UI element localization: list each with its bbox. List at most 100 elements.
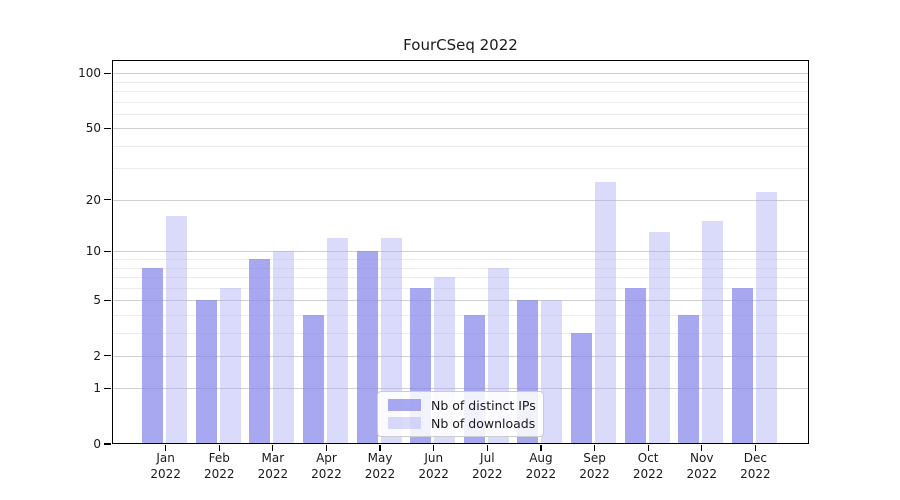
gridline-minor	[112, 113, 809, 115]
x-tick-month: Dec	[743, 451, 767, 465]
y-tick-mark	[104, 387, 111, 389]
x-tick-mark	[433, 445, 435, 451]
legend: Nb of distinct IPs Nb of downloads	[377, 391, 544, 437]
bar-distinct-ips	[356, 251, 378, 444]
y-tick-mark	[104, 127, 111, 129]
x-tick-label: Aug 2022	[509, 451, 573, 482]
x-tick-label: Jan 2022	[134, 451, 198, 482]
x-tick-month: Jul	[480, 451, 495, 465]
x-tick-mark	[540, 445, 542, 451]
x-tick-mark	[486, 445, 488, 451]
x-tick-mark	[593, 445, 596, 451]
gridline-minor	[112, 101, 809, 103]
x-tick-mark	[701, 445, 703, 451]
y-tick-label: 100	[78, 66, 101, 81]
gridline-minor	[112, 168, 809, 170]
y-tick-label: 20	[85, 192, 101, 207]
gridline-minor	[112, 267, 809, 269]
gridline-minor	[112, 314, 809, 316]
x-tick-month: Nov	[690, 451, 714, 465]
y-tick-mark	[104, 299, 111, 301]
x-tick-label: Jun 2022	[402, 451, 466, 482]
x-tick-label: Mar 2022	[241, 451, 305, 482]
x-tick-month: Sep	[583, 451, 606, 465]
x-tick-month: Oct	[637, 451, 659, 465]
y-tick-label: 5	[93, 293, 101, 308]
x-tick-mark	[647, 445, 649, 451]
bar-distinct-ips	[678, 314, 700, 444]
x-tick-year: 2022	[257, 466, 289, 481]
gridline-minor	[112, 259, 809, 261]
x-tick-month: Apr	[316, 451, 337, 465]
gridline-major	[112, 300, 809, 302]
x-tick-mark	[754, 445, 756, 451]
x-tick-year: 2022	[632, 466, 664, 481]
x-tick-year: 2022	[579, 466, 610, 481]
y-tick-label: 1	[93, 381, 101, 396]
y-tick-mark	[104, 198, 111, 201]
legend-swatch-distinct-ips	[388, 399, 421, 411]
y-tick-label: 2	[93, 348, 101, 363]
bar-downloads	[702, 221, 724, 444]
gridline-minor	[112, 145, 809, 147]
x-tick-month: Jan	[156, 451, 175, 465]
x-tick-month: Jun	[424, 451, 444, 465]
x-tick-label: Dec 2022	[723, 451, 787, 482]
y-tick-label: 0	[93, 437, 101, 451]
legend-label-distinct-ips: Nb of distinct IPs	[431, 397, 536, 413]
y-tick-label: 10	[85, 244, 101, 259]
gridline-minor	[112, 81, 809, 83]
x-tick-mark	[272, 445, 274, 451]
x-tick-label: May 2022	[348, 451, 412, 482]
bar-distinct-ips	[624, 287, 646, 444]
x-tick-label: Sep 2022	[563, 451, 627, 482]
x-tick-label: Apr 2022	[294, 451, 358, 482]
x-tick-month: May	[367, 451, 393, 465]
x-tick-month: Feb	[208, 451, 230, 465]
x-tick-month: Mar	[261, 451, 285, 465]
x-tick-year: 2022	[418, 466, 449, 481]
gridline-major	[112, 128, 809, 130]
bar-distinct-ips	[731, 287, 753, 444]
x-tick-year: 2022	[150, 466, 181, 481]
gridline-minor	[112, 287, 809, 289]
gridline-minor	[112, 332, 809, 334]
bar-downloads	[755, 192, 777, 444]
x-tick-year: 2022	[686, 466, 718, 481]
y-tick-label: 50	[85, 121, 101, 136]
x-tick-label: Nov 2022	[670, 451, 734, 482]
plot-area	[112, 60, 809, 444]
bar-downloads	[595, 182, 617, 444]
x-tick-mark	[218, 445, 220, 451]
bar-distinct-ips	[195, 300, 217, 444]
legend-label-downloads: Nb of downloads	[431, 415, 536, 431]
y-tick-mark	[104, 355, 111, 357]
bar-downloads	[166, 216, 188, 444]
x-tick-month: Aug	[529, 451, 553, 465]
bar-distinct-ips	[249, 259, 271, 444]
x-tick-year: 2022	[364, 466, 396, 481]
x-tick-year: 2022	[203, 466, 235, 481]
gridline-minor	[112, 277, 809, 279]
bar-downloads	[273, 251, 295, 444]
y-tick-mark	[104, 72, 111, 74]
bar-downloads	[541, 300, 563, 444]
y-tick-mark	[104, 250, 111, 253]
bar-distinct-ips	[571, 332, 593, 444]
y-tick-mark	[104, 443, 111, 445]
x-tick-year: 2022	[472, 466, 503, 481]
gridline-major	[112, 73, 809, 75]
x-tick-year: 2022	[311, 466, 342, 481]
bar-downloads	[326, 238, 348, 444]
x-tick-label: Oct 2022	[616, 451, 680, 482]
bar-downloads	[648, 232, 670, 444]
bar-distinct-ips	[142, 267, 164, 444]
gridline-minor	[112, 91, 809, 93]
bar-downloads	[219, 287, 241, 444]
legend-entry-downloads: Nb of downloads	[388, 415, 536, 431]
gridline-major	[112, 355, 809, 357]
chart-title: FourCSeq 2022	[403, 36, 518, 54]
legend-entry-distinct-ips: Nb of distinct IPs	[388, 397, 536, 413]
x-tick-mark	[165, 445, 167, 451]
